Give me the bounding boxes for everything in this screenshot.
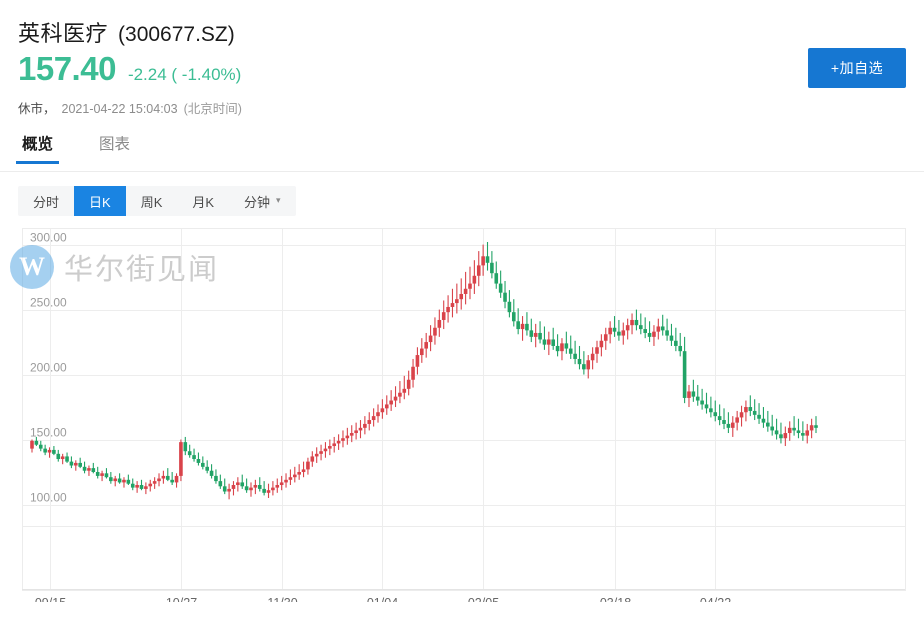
chart-border: [22, 228, 906, 591]
stock-code: (300677.SZ): [118, 23, 235, 46]
stock-name: 英科医疗: [18, 21, 109, 46]
x-axis-tick: 10/27: [166, 596, 197, 602]
price-change: -2.24 ( -1.40%): [127, 65, 242, 84]
y-axis-tick: 250.00: [30, 296, 67, 310]
x-axis-tick: 11/30: [267, 596, 297, 602]
y-axis-tick: 100.00: [30, 491, 67, 505]
period-selector: 分时 日K 周K 月K 分钟 ▾: [18, 186, 296, 216]
period-daily[interactable]: 日K: [74, 186, 126, 216]
stock-title: 英科医疗 (300677.SZ): [18, 16, 235, 48]
period-timeshare-label: 分时: [33, 194, 60, 210]
period-timeshare[interactable]: 分时: [18, 186, 74, 216]
period-monthly-label: 月K: [192, 194, 215, 210]
period-monthly[interactable]: 月K: [177, 186, 229, 216]
y-axis-tick: 200.00: [30, 361, 67, 375]
price-block: 157.40 -2.24 ( -1.40%): [18, 52, 241, 85]
stock-header: 英科医疗 (300677.SZ) 157.40 -2.24 ( -1.40%) …: [0, 0, 924, 128]
period-minutes-label: 分钟: [244, 194, 271, 210]
last-price: 157.40: [18, 50, 116, 87]
y-axis-tick: 150.00: [30, 426, 67, 440]
x-axis-tick: 01/04: [367, 596, 398, 602]
x-axis-tick: 03/18: [600, 596, 631, 602]
period-weekly-label: 周K: [140, 194, 163, 210]
x-axis-tick: 02/05: [468, 596, 499, 602]
add-to-watchlist-button[interactable]: +加自选: [808, 48, 906, 88]
market-status: 休市， 2021-04-22 15:04:03 (北京时间): [18, 98, 242, 117]
main-tabs: 概览 图表: [0, 132, 924, 170]
candle-series: [30, 241, 818, 500]
period-minutes[interactable]: 分钟 ▾: [229, 186, 296, 216]
period-weekly[interactable]: 周K: [126, 186, 178, 216]
tab-overview[interactable]: 概览: [16, 132, 60, 164]
x-axis-tick: 09/15: [35, 596, 66, 602]
quote-timestamp: 2021-04-22 15:04:03: [61, 102, 178, 116]
chart-canvas[interactable]: 300.00 250.00 200.00 150.00 100.00 09/15 10/27…: [22, 228, 906, 602]
tab-charts[interactable]: 图表: [99, 136, 131, 153]
tabs-divider: [0, 171, 924, 172]
quote-timezone: (北京时间): [183, 102, 242, 116]
chevron-down-icon: ▾: [276, 194, 281, 205]
market-status-label: 休市，: [18, 102, 56, 116]
candlestick-chart[interactable]: 300.00 250.00 200.00 150.00 100.00 09/15 10/27…: [22, 228, 906, 602]
x-axis-tick: 04/22: [700, 596, 731, 602]
period-daily-label: 日K: [89, 194, 111, 210]
y-axis-tick: 300.00: [30, 231, 67, 245]
